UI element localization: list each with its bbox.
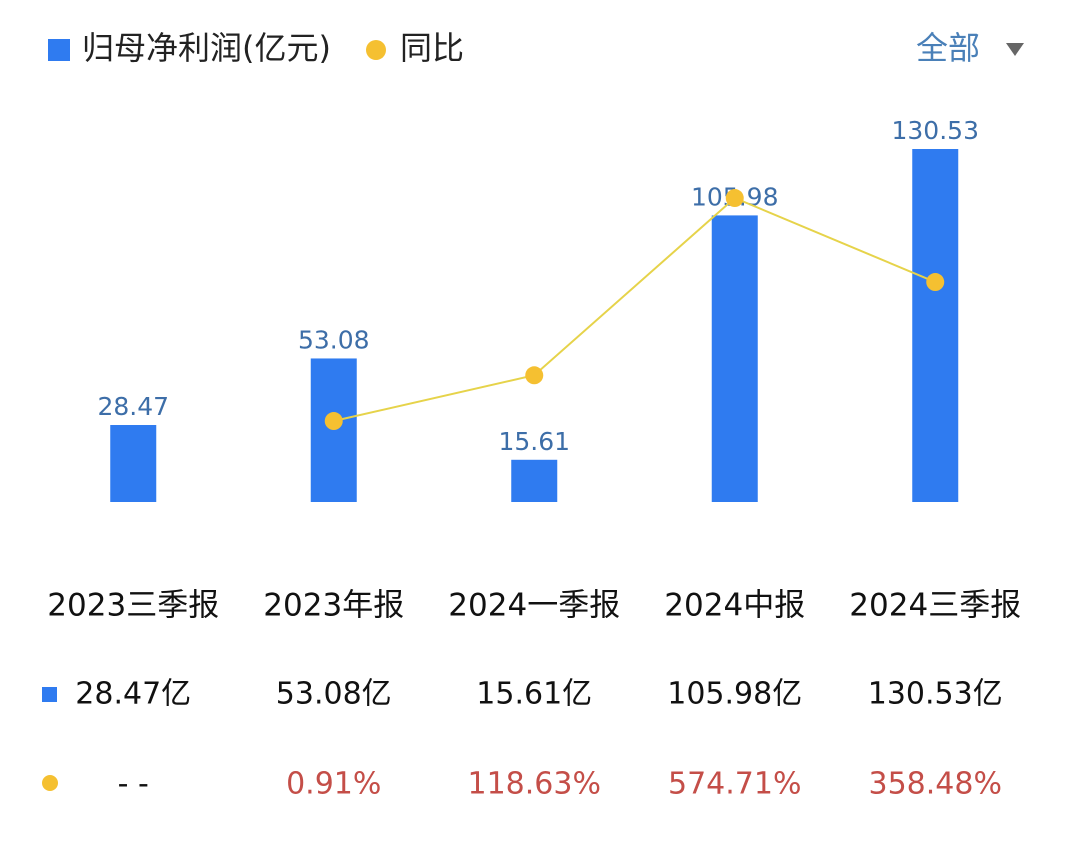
table-cell: 28.47亿	[75, 677, 191, 712]
line	[333, 196, 936, 422]
bar-label: 53.08	[298, 325, 370, 354]
dropdown-arrow[interactable]	[1006, 43, 1024, 56]
bar-label: 28.47	[97, 392, 169, 421]
row-icon	[42, 687, 57, 702]
table-cell: - -	[118, 767, 149, 802]
bar-label: 15.61	[498, 427, 570, 456]
row-icon	[42, 775, 58, 791]
legend-swatch-line	[366, 40, 386, 60]
line-point	[324, 412, 343, 431]
bar-label: 130.53	[892, 116, 979, 145]
bar	[511, 459, 558, 502]
legend-label: 同比	[400, 29, 464, 67]
x-tick-label: 2024三季报	[849, 588, 1021, 624]
table-cell: 130.53亿	[868, 677, 1003, 712]
table-cell: 0.91%	[286, 767, 381, 802]
table-cell: 53.08亿	[276, 677, 392, 712]
table-cell: 15.61亿	[476, 677, 592, 712]
bar	[912, 149, 959, 502]
line-point	[926, 273, 945, 292]
x-tick-label: 2024中报	[664, 588, 805, 624]
bar	[711, 215, 758, 503]
x-tick-label: 2023三季报	[47, 588, 219, 624]
legend-swatch-bar	[48, 39, 70, 61]
bar	[310, 358, 357, 502]
line-point	[725, 189, 744, 208]
filter-dropdown[interactable]: 全部	[916, 29, 980, 67]
x-tick-label: 2024一季报	[448, 588, 620, 624]
bar	[110, 425, 157, 502]
line-point	[525, 366, 544, 385]
table-cell: 358.48%	[869, 767, 1002, 802]
table-cell: 118.63%	[468, 767, 601, 802]
table-cell: 105.98亿	[667, 677, 802, 712]
legend-label: 归母净利润(亿元)	[82, 29, 331, 67]
table-cell: 574.71%	[668, 767, 801, 802]
x-tick-label: 2023年报	[263, 588, 404, 624]
